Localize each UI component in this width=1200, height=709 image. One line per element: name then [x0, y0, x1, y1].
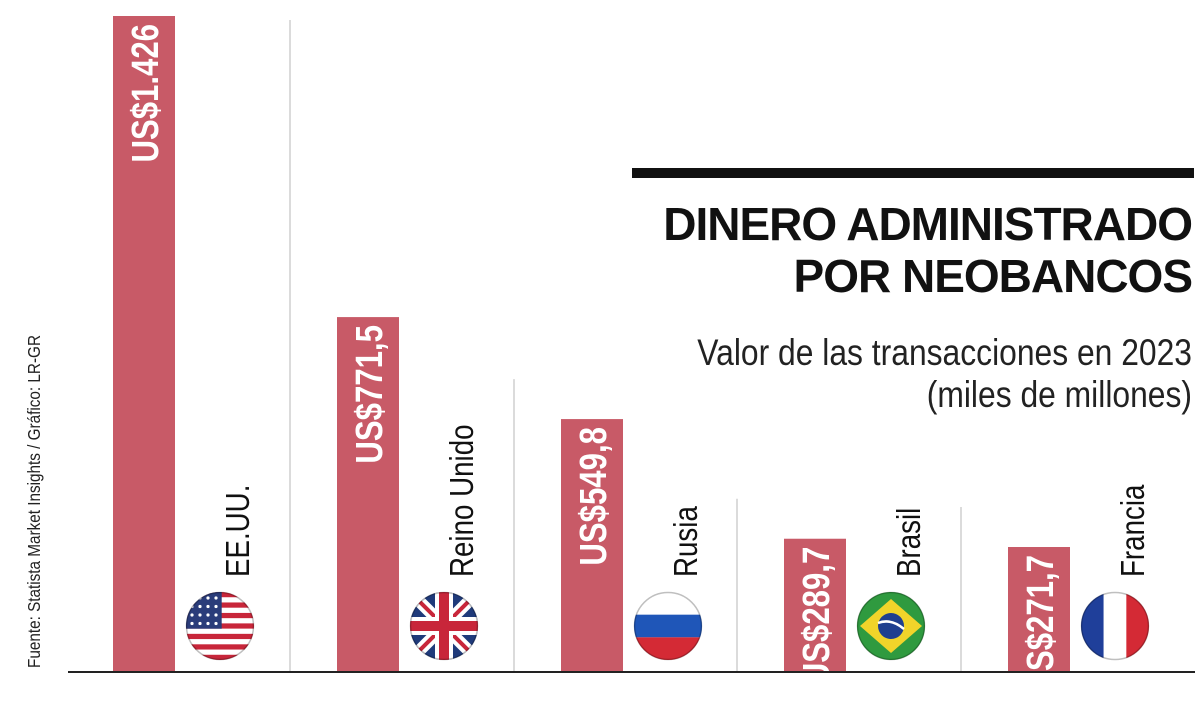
chart-subtitle-line-2: (miles de millones)	[926, 374, 1192, 415]
bar-ee-uu-	[113, 16, 175, 672]
category-label: Rusia	[668, 506, 705, 577]
title-rule	[632, 168, 1194, 178]
usa-flag-icon	[185, 591, 255, 661]
chart-title-line-2: POR NEOBANCOS	[793, 250, 1193, 302]
russia-flag-icon	[633, 591, 703, 661]
bar-brasil	[784, 538, 846, 672]
chart-subtitle-line-1: Valor de las transacciones en 2023	[697, 332, 1192, 373]
bar-reino-unido	[337, 317, 399, 672]
category-label: EE.UU.	[220, 485, 257, 577]
brazil-flag-icon	[856, 591, 926, 661]
uk-flag-icon	[409, 591, 479, 661]
source-note: Fuente: Statista Market Insights / Gráfi…	[24, 335, 44, 668]
value-label: US$271,7	[1020, 555, 1062, 694]
value-label: US$289,7	[796, 547, 838, 686]
france-flag-icon	[1080, 591, 1150, 661]
chart-title: DINERO ADMINISTRADO POR NEOBANCOS	[552, 198, 1193, 302]
category-label: Francia	[1115, 485, 1152, 577]
bar-rusia	[561, 419, 623, 672]
value-label: US$771,5	[349, 325, 391, 464]
value-label: US$1.426	[125, 24, 167, 163]
category-label: Brasil	[891, 508, 928, 577]
category-label: Reino Unido	[444, 424, 481, 577]
chart-subtitle: Valor de las transacciones en 2023 (mile…	[642, 332, 1192, 416]
value-label: US$549,8	[573, 427, 615, 566]
chart-title-line-1: DINERO ADMINISTRADO	[663, 198, 1193, 250]
bar-francia	[1008, 547, 1070, 672]
